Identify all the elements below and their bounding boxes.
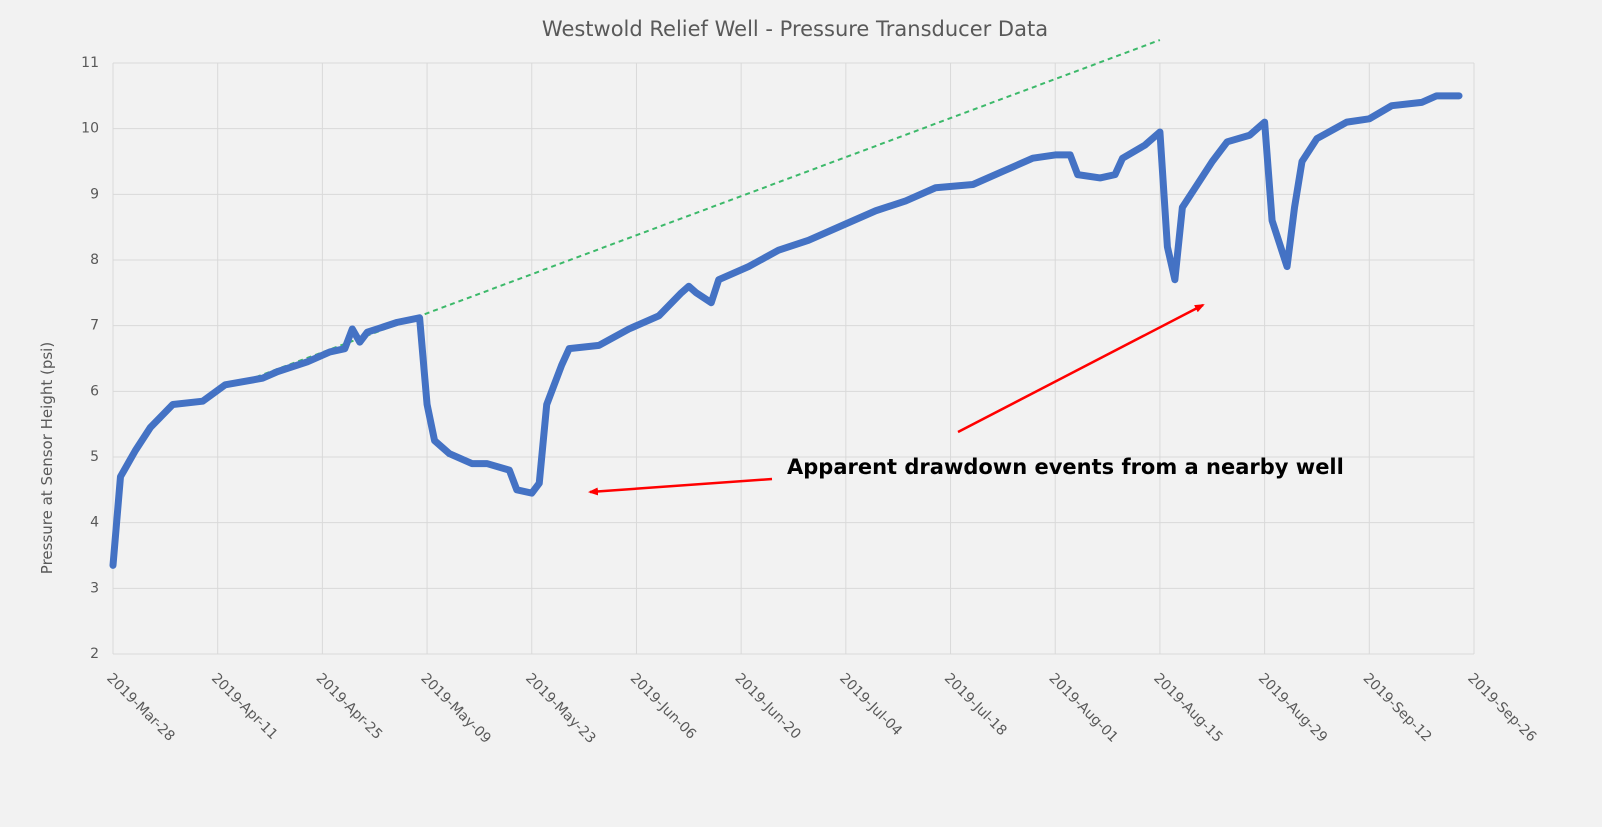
y-axis-label: Pressure at Sensor Height (psi): [38, 342, 56, 574]
y-tick-label: 4: [90, 515, 99, 531]
annotation-arrow: [588, 477, 773, 496]
x-tick-label: 2019-Jul-18: [941, 670, 1010, 739]
plot-area: [109, 39, 1463, 569]
y-tick-label: 8: [90, 252, 99, 268]
x-tick-label: 2019-Aug-15: [1150, 670, 1225, 745]
x-tick-label: 2019-Jun-06: [627, 670, 699, 742]
y-tick-label: 2: [90, 646, 99, 662]
y-tick-label: 10: [81, 121, 99, 137]
x-tick-label: 2019-Aug-01: [1046, 670, 1121, 745]
y-tick-label: 7: [90, 318, 99, 334]
x-tick-label: 2019-May-23: [522, 670, 599, 747]
x-tick-label: 2019-Mar-28: [103, 670, 177, 744]
data-line: [109, 92, 1463, 569]
y-tick-label: 3: [90, 580, 99, 596]
x-tick-label: 2019-Aug-29: [1255, 670, 1330, 745]
x-tick-label: 2019-Jun-20: [731, 670, 803, 742]
y-tick-label: 6: [90, 383, 99, 399]
x-tick-label: 2019-Apr-11: [208, 670, 281, 743]
annotation-arrow: [957, 303, 1205, 434]
annotation: Apparent drawdown events from a nearby w…: [787, 455, 1344, 479]
y-tick-label: 5: [90, 449, 99, 465]
x-tick-label: 2019-Apr-25: [313, 670, 386, 743]
x-tick-label: 2019-Sep-26: [1464, 670, 1539, 745]
chart-title: Westwold Relief Well - Pressure Transduc…: [542, 17, 1048, 41]
x-tick-label: 2019-May-09: [417, 670, 494, 747]
grid: 2 3 4 5 6 7 8 9 10 11 2019-Mar-28 2019-Apr-11 2019-A…: [81, 55, 1539, 747]
x-tick-label: 2019-Jul-04: [836, 670, 905, 739]
x-tick-label: 2019-Sep-12: [1360, 670, 1435, 745]
y-tick-label: 9: [90, 186, 99, 202]
y-tick-label: 11: [81, 55, 99, 71]
